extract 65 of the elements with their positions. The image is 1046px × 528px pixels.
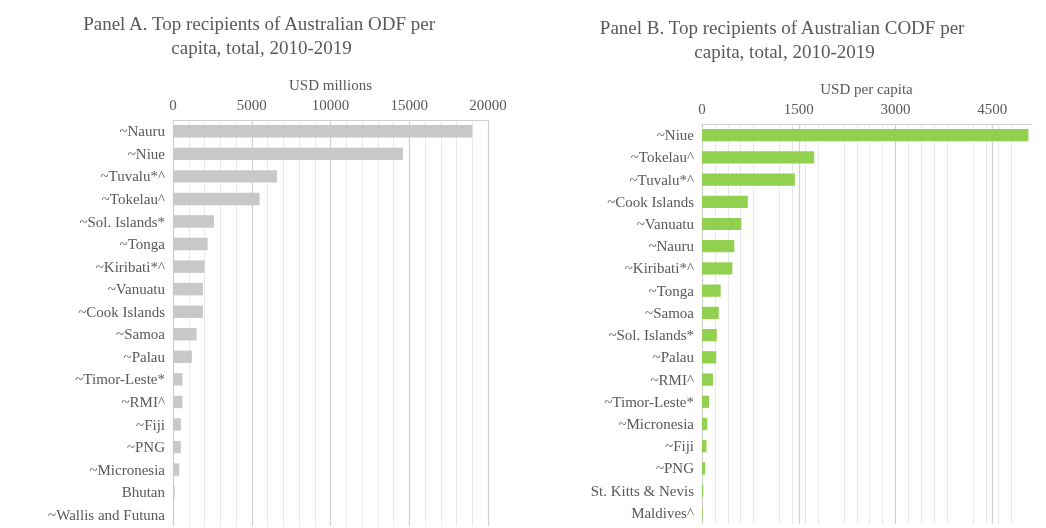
y-tick-label: ~Niue	[127, 145, 166, 162]
x-tick-label: 0	[169, 96, 177, 113]
bar	[702, 173, 795, 186]
bar	[702, 262, 733, 275]
y-tick-label: ~Samoa	[645, 304, 695, 321]
bar	[702, 351, 717, 364]
x-axis-title: USD millions	[289, 76, 373, 93]
y-tick-label: ~RMI^	[650, 371, 694, 388]
x-tick-label: 15000	[390, 96, 428, 113]
y-tick-label: ~Cook Islands	[78, 303, 166, 320]
y-tick-label: ~Tonga	[119, 236, 166, 253]
y-tick-label: ~PNG	[126, 439, 166, 456]
y-tick-label: ~Tokelau^	[101, 190, 165, 207]
bar	[702, 395, 710, 408]
bar	[702, 129, 1029, 142]
bar	[702, 151, 815, 164]
y-tick-label: ~Vanuatu	[636, 216, 695, 232]
y-tick-label: ~Palau	[652, 349, 695, 366]
y-tick-label: ~Palau	[123, 348, 166, 365]
y-tick-label: ~Sol. Islands*	[79, 213, 165, 230]
y-tick-label: ~Tonga	[648, 282, 695, 299]
bar	[702, 284, 721, 297]
y-tick-label: ~Tokelau^	[630, 149, 694, 166]
bar	[702, 217, 742, 231]
y-tick-label: Bhutan	[121, 484, 166, 501]
y-tick-label: ~Kiribati*^	[624, 260, 694, 277]
y-tick-label: ~Fiji	[136, 416, 165, 433]
x-tick-label: 10000	[311, 96, 350, 113]
y-tick-label: ~PNG	[655, 460, 695, 477]
y-tick-label: ~Timor-Leste*	[604, 393, 694, 410]
y-tick-label: ~Tuvalu*^	[100, 168, 165, 185]
y-tick-label: St. Kitts & Nevis	[590, 482, 695, 499]
x-tick-label: 3000	[880, 100, 911, 117]
x-tick-label: 1500	[783, 100, 814, 117]
x-tick-label: 0	[698, 100, 706, 117]
y-tick-label: ~Timor-Leste*	[75, 371, 165, 388]
y-tick-label: ~Tuvalu*^	[629, 171, 694, 188]
bar	[702, 240, 735, 253]
bar	[702, 462, 706, 475]
bar	[702, 417, 708, 431]
x-tick-label: 4500	[977, 100, 1008, 117]
bar	[702, 195, 748, 208]
y-tick-label: ~Cook Islands	[607, 193, 695, 210]
y-tick-label: ~Sol. Islands*	[608, 327, 694, 344]
x-tick-label: 20000	[469, 96, 507, 113]
y-tick-label: ~Vanuatu	[107, 281, 166, 298]
bar	[702, 306, 719, 319]
y-tick-label: ~Nauru	[648, 238, 695, 255]
y-tick-label: ~Micronesia	[618, 416, 695, 432]
bar	[702, 329, 717, 342]
bar	[702, 373, 713, 386]
y-tick-label: ~RMI^	[121, 393, 165, 410]
y-tick-label: ~Samoa	[116, 326, 166, 343]
x-axis-title: USD per capita	[820, 80, 914, 97]
y-tick-label: ~Nauru	[119, 123, 166, 140]
chart-title: Panel B. Top recipients of Australian CODF per capita, total, 2010-2019	[599, 16, 970, 62]
y-tick-label: ~Kiribati*^	[95, 258, 165, 275]
y-tick-label: Maldives^	[631, 504, 694, 521]
y-tick-label: ~Fiji	[665, 438, 694, 455]
y-tick-label: ~Niue	[656, 127, 695, 144]
y-tick-label: ~Wallis and Futuna	[48, 506, 166, 523]
bar	[702, 440, 707, 453]
chart-title: Panel A. Top recipients of Australian ODF per capita, total, 2010-2019	[83, 12, 440, 58]
x-tick-label: 5000	[236, 96, 267, 113]
y-tick-label: ~Micronesia	[89, 461, 166, 478]
